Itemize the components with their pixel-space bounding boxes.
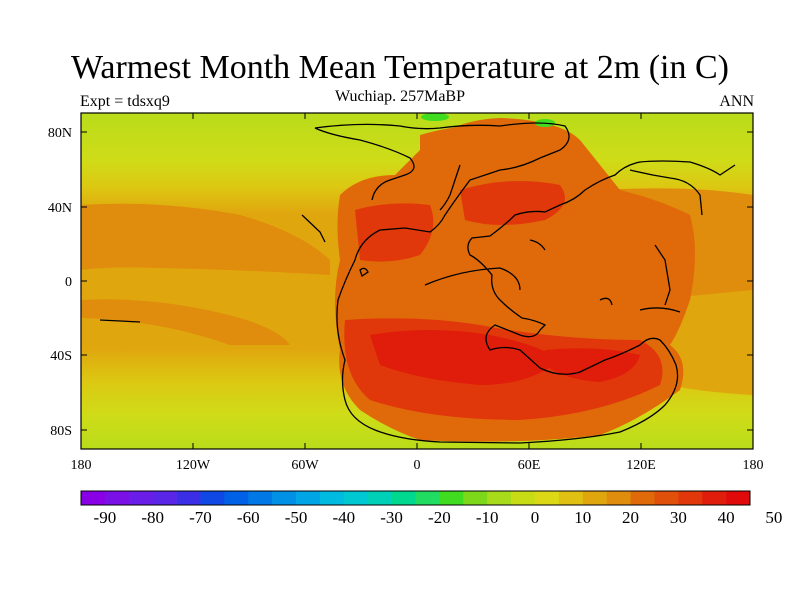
colorbar-swatch [367, 491, 392, 505]
colorbar-swatch [272, 491, 297, 505]
season-label: ANN [719, 93, 754, 110]
colorbar-label: 0 [531, 508, 540, 527]
colorbar-swatch [176, 491, 201, 505]
colorbar-label: -30 [380, 508, 403, 527]
lon-label: 180 [743, 458, 764, 473]
colorbar-swatch [582, 491, 607, 505]
colorbar-label: -50 [285, 508, 308, 527]
lon-label: 0 [414, 458, 421, 473]
colorbar-labels: -90 -80 -70 -60 -50 -40 -30 -20 -10 0 10 20 30 40 50 [94, 508, 783, 527]
colorbar-swatch [248, 491, 273, 505]
colorbar-swatch [487, 491, 512, 505]
colorbar-swatch [391, 491, 416, 505]
colorbar-swatch [558, 491, 584, 505]
colorbar-swatch [463, 491, 488, 505]
colorbar-swatch [678, 491, 703, 505]
colorbar-swatch [439, 491, 464, 505]
colorbar-label: -40 [332, 508, 355, 527]
colorbar-swatch [606, 491, 631, 505]
colorbar-swatch [654, 491, 679, 505]
lat-label: 40S [50, 349, 72, 364]
lon-label: 60W [291, 458, 319, 473]
lon-label: 120E [626, 458, 656, 473]
colorbar-label: -80 [141, 508, 164, 527]
colorbar-swatch [296, 491, 321, 505]
colorbar-swatch [200, 491, 225, 505]
colorbar-label: 50 [765, 508, 782, 527]
lat-label: 80N [48, 126, 72, 141]
colorbar-label: 30 [670, 508, 687, 527]
axis-ticks [81, 113, 753, 449]
coastlines [99, 122, 736, 444]
lon-label: 120W [176, 458, 211, 473]
lat-label: 80S [50, 424, 72, 439]
colorbar-frame [80, 490, 751, 506]
figure-subtitle: Wuchiap. 257MaBP [334, 88, 465, 105]
colorbar-swatch [415, 491, 440, 505]
colorbar-swatch [128, 491, 153, 505]
colorbar-label: 10 [574, 508, 591, 527]
experiment-label: Expt = tdsxq9 [80, 93, 170, 110]
colorbar-swatch [534, 491, 560, 505]
colorbar-label: -70 [189, 508, 212, 527]
colorbar [80, 490, 751, 506]
lat-label: 40N [48, 201, 72, 216]
lat-label: 0 [65, 275, 72, 290]
colorbar-swatch [224, 491, 249, 505]
figure-title: Warmest Month Mean Temperature at 2m (in… [70, 49, 730, 86]
colorbar-swatch [104, 491, 130, 505]
colorbar-swatch [152, 491, 177, 505]
colorbar-swatch [702, 491, 727, 505]
colorbar-label: -60 [237, 508, 260, 527]
colorbar-label: -90 [94, 508, 117, 527]
colorbar-label: -20 [428, 508, 451, 527]
colorbar-swatch [81, 491, 106, 505]
colorbar-swatch [343, 491, 369, 505]
colorbar-label: 20 [622, 508, 639, 527]
colorbar-swatch [511, 491, 536, 505]
lon-label: 180 [71, 458, 92, 473]
colorbar-label: -10 [476, 508, 499, 527]
colorbar-label: 40 [718, 508, 735, 527]
temperature-field [81, 113, 753, 449]
colorbar-swatch [319, 491, 345, 505]
colorbar-swatch [630, 491, 655, 505]
colorbar-swatch [726, 491, 751, 505]
lon-label: 60E [518, 458, 541, 473]
